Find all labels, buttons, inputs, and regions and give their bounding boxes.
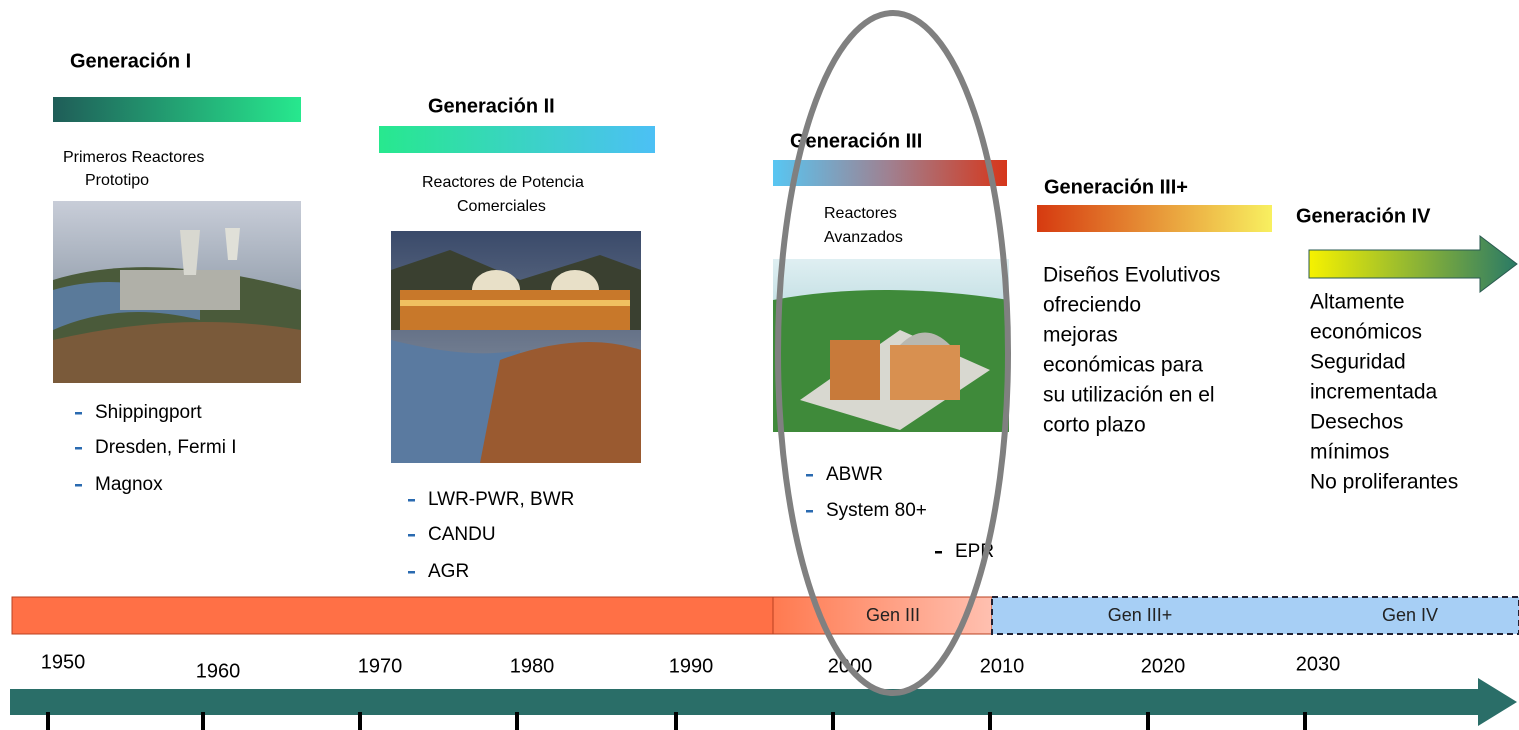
- gen-subtitle: Reactores de Potencia: [422, 174, 584, 191]
- gen-subtitle: Reactores: [824, 205, 897, 222]
- bullet: [75, 412, 82, 415]
- gen-title: Generación IV: [1296, 205, 1431, 227]
- bullet: [75, 447, 82, 450]
- bullet: [806, 474, 813, 477]
- gen-subtitle: Primeros Reactores: [63, 149, 204, 166]
- gen-item: Dresden, Fermi I: [95, 437, 236, 458]
- gen-subtitle: Prototipo: [85, 172, 149, 189]
- generations-diagram: Generación I Primeros Reactores Prototip…: [0, 0, 1519, 730]
- gen-item: AGR: [428, 561, 469, 582]
- band-label: Gen III+: [1108, 605, 1173, 625]
- bullet: [75, 484, 82, 487]
- gen-item: ABWR: [826, 464, 883, 485]
- gen-description: mínimos: [1310, 441, 1389, 464]
- year-label: 1990: [669, 655, 714, 677]
- gen-item: Magnox: [95, 474, 163, 495]
- gen-bar: [379, 126, 655, 153]
- gen-description: ofreciendo: [1043, 294, 1141, 317]
- gen-description: económicas para: [1043, 354, 1203, 377]
- bullet: [408, 534, 415, 537]
- band-future: [992, 597, 1519, 634]
- gen-item: Shippingport: [95, 402, 202, 423]
- gen-image: [53, 201, 301, 383]
- gen-item: CANDU: [428, 524, 496, 545]
- band-label: Gen IV: [1382, 605, 1438, 625]
- bullet: [806, 510, 813, 513]
- gen-description: corto plazo: [1043, 414, 1146, 437]
- time-arrow: [10, 678, 1517, 726]
- gen-description: Seguridad: [1310, 351, 1406, 374]
- gen-description: Desechos: [1310, 411, 1403, 434]
- year-label: 1960: [196, 660, 241, 682]
- bullet: [935, 551, 942, 554]
- gen-description: su utilización en el: [1043, 384, 1215, 407]
- year-label: 1950: [41, 651, 86, 673]
- year-label: 2030: [1296, 653, 1341, 675]
- year-label: 2010: [980, 655, 1025, 677]
- gen-image: [391, 231, 641, 463]
- gen-item: LWR-PWR, BWR: [428, 489, 574, 510]
- gen-arrow: [1309, 236, 1517, 292]
- gen-description: No proliferantes: [1310, 471, 1458, 494]
- gen-description: económicos: [1310, 321, 1422, 344]
- gen-image: [773, 259, 1009, 432]
- gen-description: incrementada: [1310, 381, 1438, 404]
- gen-description: mejoras: [1043, 324, 1118, 347]
- gen-subtitle: Avanzados: [824, 229, 903, 246]
- gen-title: Generación III+: [1044, 176, 1188, 198]
- year-label: 1970: [358, 655, 403, 677]
- gen-bar: [53, 97, 301, 122]
- gen-bar: [773, 160, 1007, 186]
- gen-title: Generación I: [70, 50, 191, 72]
- band-label: Gen III: [866, 605, 920, 625]
- gen-description: Diseños Evolutivos: [1043, 264, 1220, 287]
- gen-bar: [1037, 205, 1272, 232]
- year-label: 2020: [1141, 655, 1186, 677]
- gen-description: Altamente: [1310, 291, 1405, 314]
- bullet: [408, 571, 415, 574]
- bullet: [408, 499, 415, 502]
- gen-title: Generación III: [790, 130, 922, 152]
- gen-title: Generación II: [428, 95, 555, 117]
- gen-subtitle: Comerciales: [457, 198, 546, 215]
- gen-item: System 80+: [826, 500, 927, 521]
- year-label: 1980: [510, 655, 555, 677]
- band-gen-i-ii: [12, 597, 773, 634]
